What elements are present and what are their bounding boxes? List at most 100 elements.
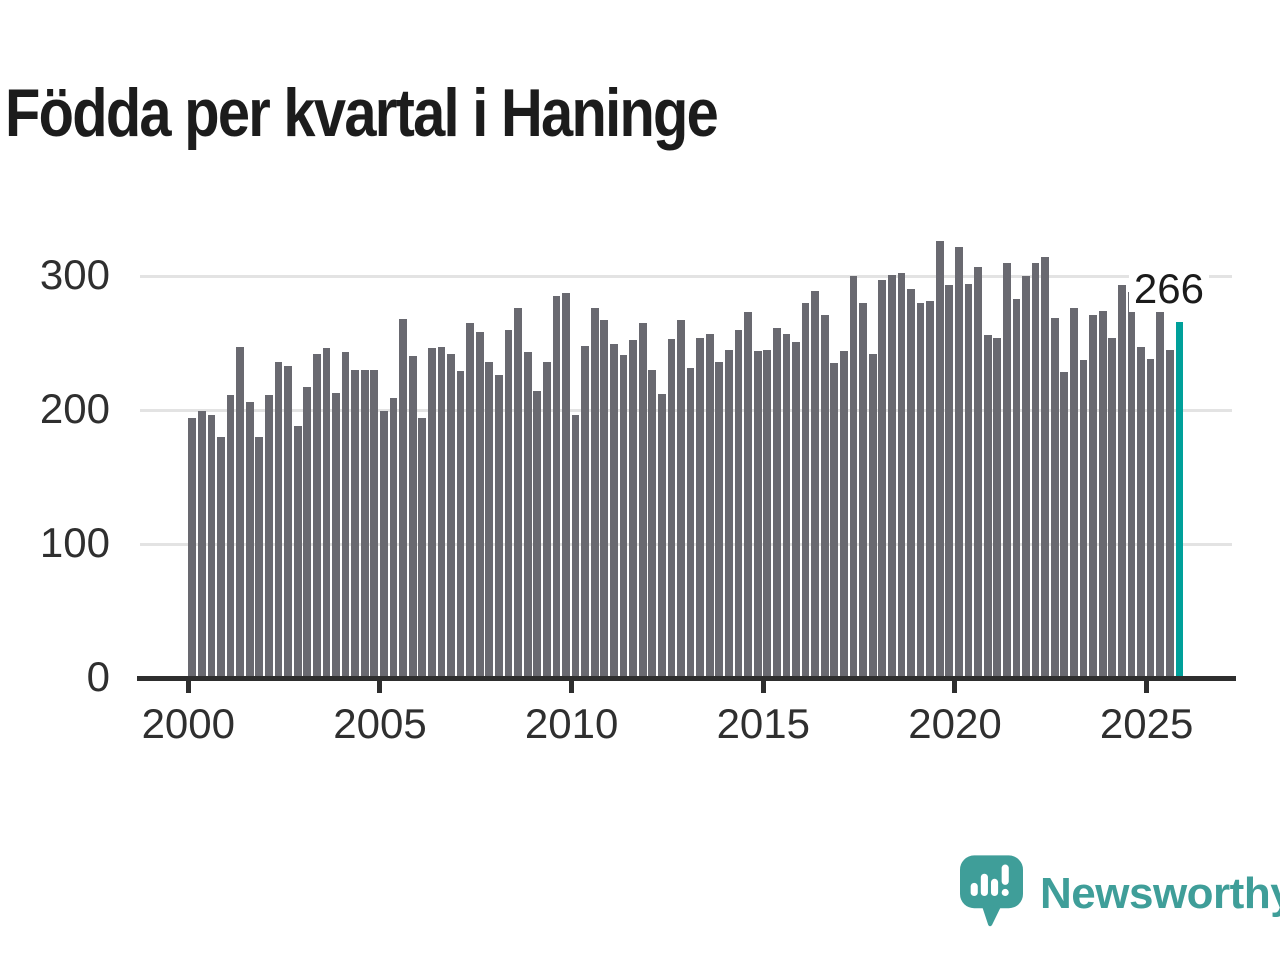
bar-2001-q3 xyxy=(245,401,254,678)
bar-2021-q3 xyxy=(1012,298,1021,678)
bar-2003-q1 xyxy=(303,387,312,678)
newsworthy-logo: Newsworthy xyxy=(960,855,1280,931)
bar-2000-q1 xyxy=(188,418,197,678)
x-tick-2010 xyxy=(569,676,575,693)
bar-2015-q1 xyxy=(763,349,772,678)
bar-2019-q4 xyxy=(945,285,954,678)
bar-2010-q3 xyxy=(590,308,599,678)
x-tick-label-2020: 2020 xyxy=(908,700,1002,747)
bar-2003-q3 xyxy=(322,348,331,678)
bar-2014-q1 xyxy=(725,349,733,678)
bar-2022-q4 xyxy=(1060,372,1069,678)
bar-2025-q2 xyxy=(1156,308,1165,678)
bar-2023-q2 xyxy=(1079,360,1088,678)
bar-2015-q2 xyxy=(772,328,781,678)
x-tick-2015 xyxy=(760,676,766,693)
bar-2005-q1 xyxy=(380,411,388,678)
x-tick-label-2005: 2005 xyxy=(333,700,427,747)
bar-2022-q1 xyxy=(1031,262,1040,678)
bar-2014-q2 xyxy=(734,329,743,678)
bar-2007-q2 xyxy=(466,322,474,678)
bar-2025-q3 xyxy=(1165,349,1174,678)
bar-2012-q2 xyxy=(657,393,666,678)
bar-2020-q2 xyxy=(964,284,973,678)
y-tick-label-300: 300 xyxy=(39,251,110,299)
bar-2009-q4 xyxy=(562,293,570,678)
bar-2024-q3 xyxy=(1127,292,1136,678)
x-tick-2005 xyxy=(377,676,383,693)
newsworthy-speech-bubble-chart-icon xyxy=(960,855,1023,927)
highlight-value-label: 266 xyxy=(1128,266,1209,312)
bar-2008-q3 xyxy=(514,308,522,678)
highlighted-bar-2025-q4 xyxy=(1175,321,1184,678)
bar-2000-q4 xyxy=(217,436,225,678)
bar-2014-q4 xyxy=(753,351,762,678)
bar-2016-q4 xyxy=(830,363,839,678)
bar-2016-q1 xyxy=(801,302,810,678)
bar-2023-q1 xyxy=(1070,308,1078,678)
x-tick-label-2010: 2010 xyxy=(524,700,619,747)
bar-2003-q4 xyxy=(332,392,340,678)
bar-2017-q1 xyxy=(840,351,848,678)
bar-2008-q2 xyxy=(504,329,513,678)
bar-2010-q1 xyxy=(571,415,580,678)
bar-2017-q3 xyxy=(859,302,867,678)
bar-2005-q4 xyxy=(408,356,417,678)
x-tick-label-2025: 2025 xyxy=(1099,700,1194,747)
gridline-100 xyxy=(140,542,1232,546)
bar-2006-q4 xyxy=(447,353,455,678)
x-tick-2000 xyxy=(185,676,191,693)
bar-2017-q2 xyxy=(849,276,858,678)
bar-2013-q4 xyxy=(715,361,724,678)
bar-2021-q4 xyxy=(1022,276,1030,678)
bar-2020-q4 xyxy=(983,334,992,678)
bar-2024-q2 xyxy=(1117,285,1126,678)
bar-2022-q2 xyxy=(1041,257,1050,678)
newsworthy-wordmark: Newsworthy xyxy=(1040,869,1280,918)
bar-2008-q1 xyxy=(495,375,503,678)
bar-2025-q1 xyxy=(1146,359,1155,678)
bar-2001-q2 xyxy=(236,347,244,678)
bar-2017-q4 xyxy=(868,353,877,678)
bar-2019-q2 xyxy=(926,301,935,678)
bar-2002-q2 xyxy=(274,361,283,678)
gridline-300 xyxy=(140,274,1232,278)
page-title: Födda per kvartal i Haninge xyxy=(5,74,719,151)
bar-2015-q3 xyxy=(782,333,791,678)
bar-2007-q4 xyxy=(485,361,494,678)
bar-2006-q3 xyxy=(437,347,446,678)
bar-2009-q2 xyxy=(542,361,551,678)
bar-2004-q2 xyxy=(351,369,359,678)
bar-2006-q1 xyxy=(418,418,427,678)
bar-2013-q3 xyxy=(705,333,714,678)
bar-2000-q2 xyxy=(197,411,206,678)
y-tick-label-200: 200 xyxy=(39,385,110,433)
bar-2009-q1 xyxy=(533,391,542,678)
bar-2004-q1 xyxy=(341,352,350,678)
x-tick-label-2000: 2000 xyxy=(141,700,236,747)
bar-2004-q4 xyxy=(370,369,379,678)
x-axis-line xyxy=(137,676,1236,681)
bar-2003-q2 xyxy=(312,353,321,678)
bar-2018-q1 xyxy=(878,280,887,678)
bar-2012-q1 xyxy=(648,369,657,678)
bar-2008-q4 xyxy=(523,352,532,678)
x-tick-2020 xyxy=(952,676,958,693)
bar-2023-q3 xyxy=(1089,314,1097,678)
bar-2012-q3 xyxy=(667,338,676,678)
bar-2001-q4 xyxy=(255,436,264,678)
bar-2010-q2 xyxy=(581,345,589,678)
bar-2024-q1 xyxy=(1108,337,1117,678)
bar-2019-q1 xyxy=(916,302,925,678)
bar-2019-q3 xyxy=(935,241,944,678)
bar-2002-q4 xyxy=(293,426,302,678)
x-tick-label-2015: 2015 xyxy=(716,700,811,747)
bar-2007-q3 xyxy=(475,332,484,678)
bar-2023-q4 xyxy=(1098,310,1107,678)
bar-2005-q3 xyxy=(399,318,407,678)
bar-2015-q4 xyxy=(792,341,800,678)
bar-2018-q2 xyxy=(887,274,896,678)
bar-2010-q4 xyxy=(600,320,609,678)
bar-2001-q1 xyxy=(226,395,235,678)
bar-2005-q2 xyxy=(389,397,398,678)
